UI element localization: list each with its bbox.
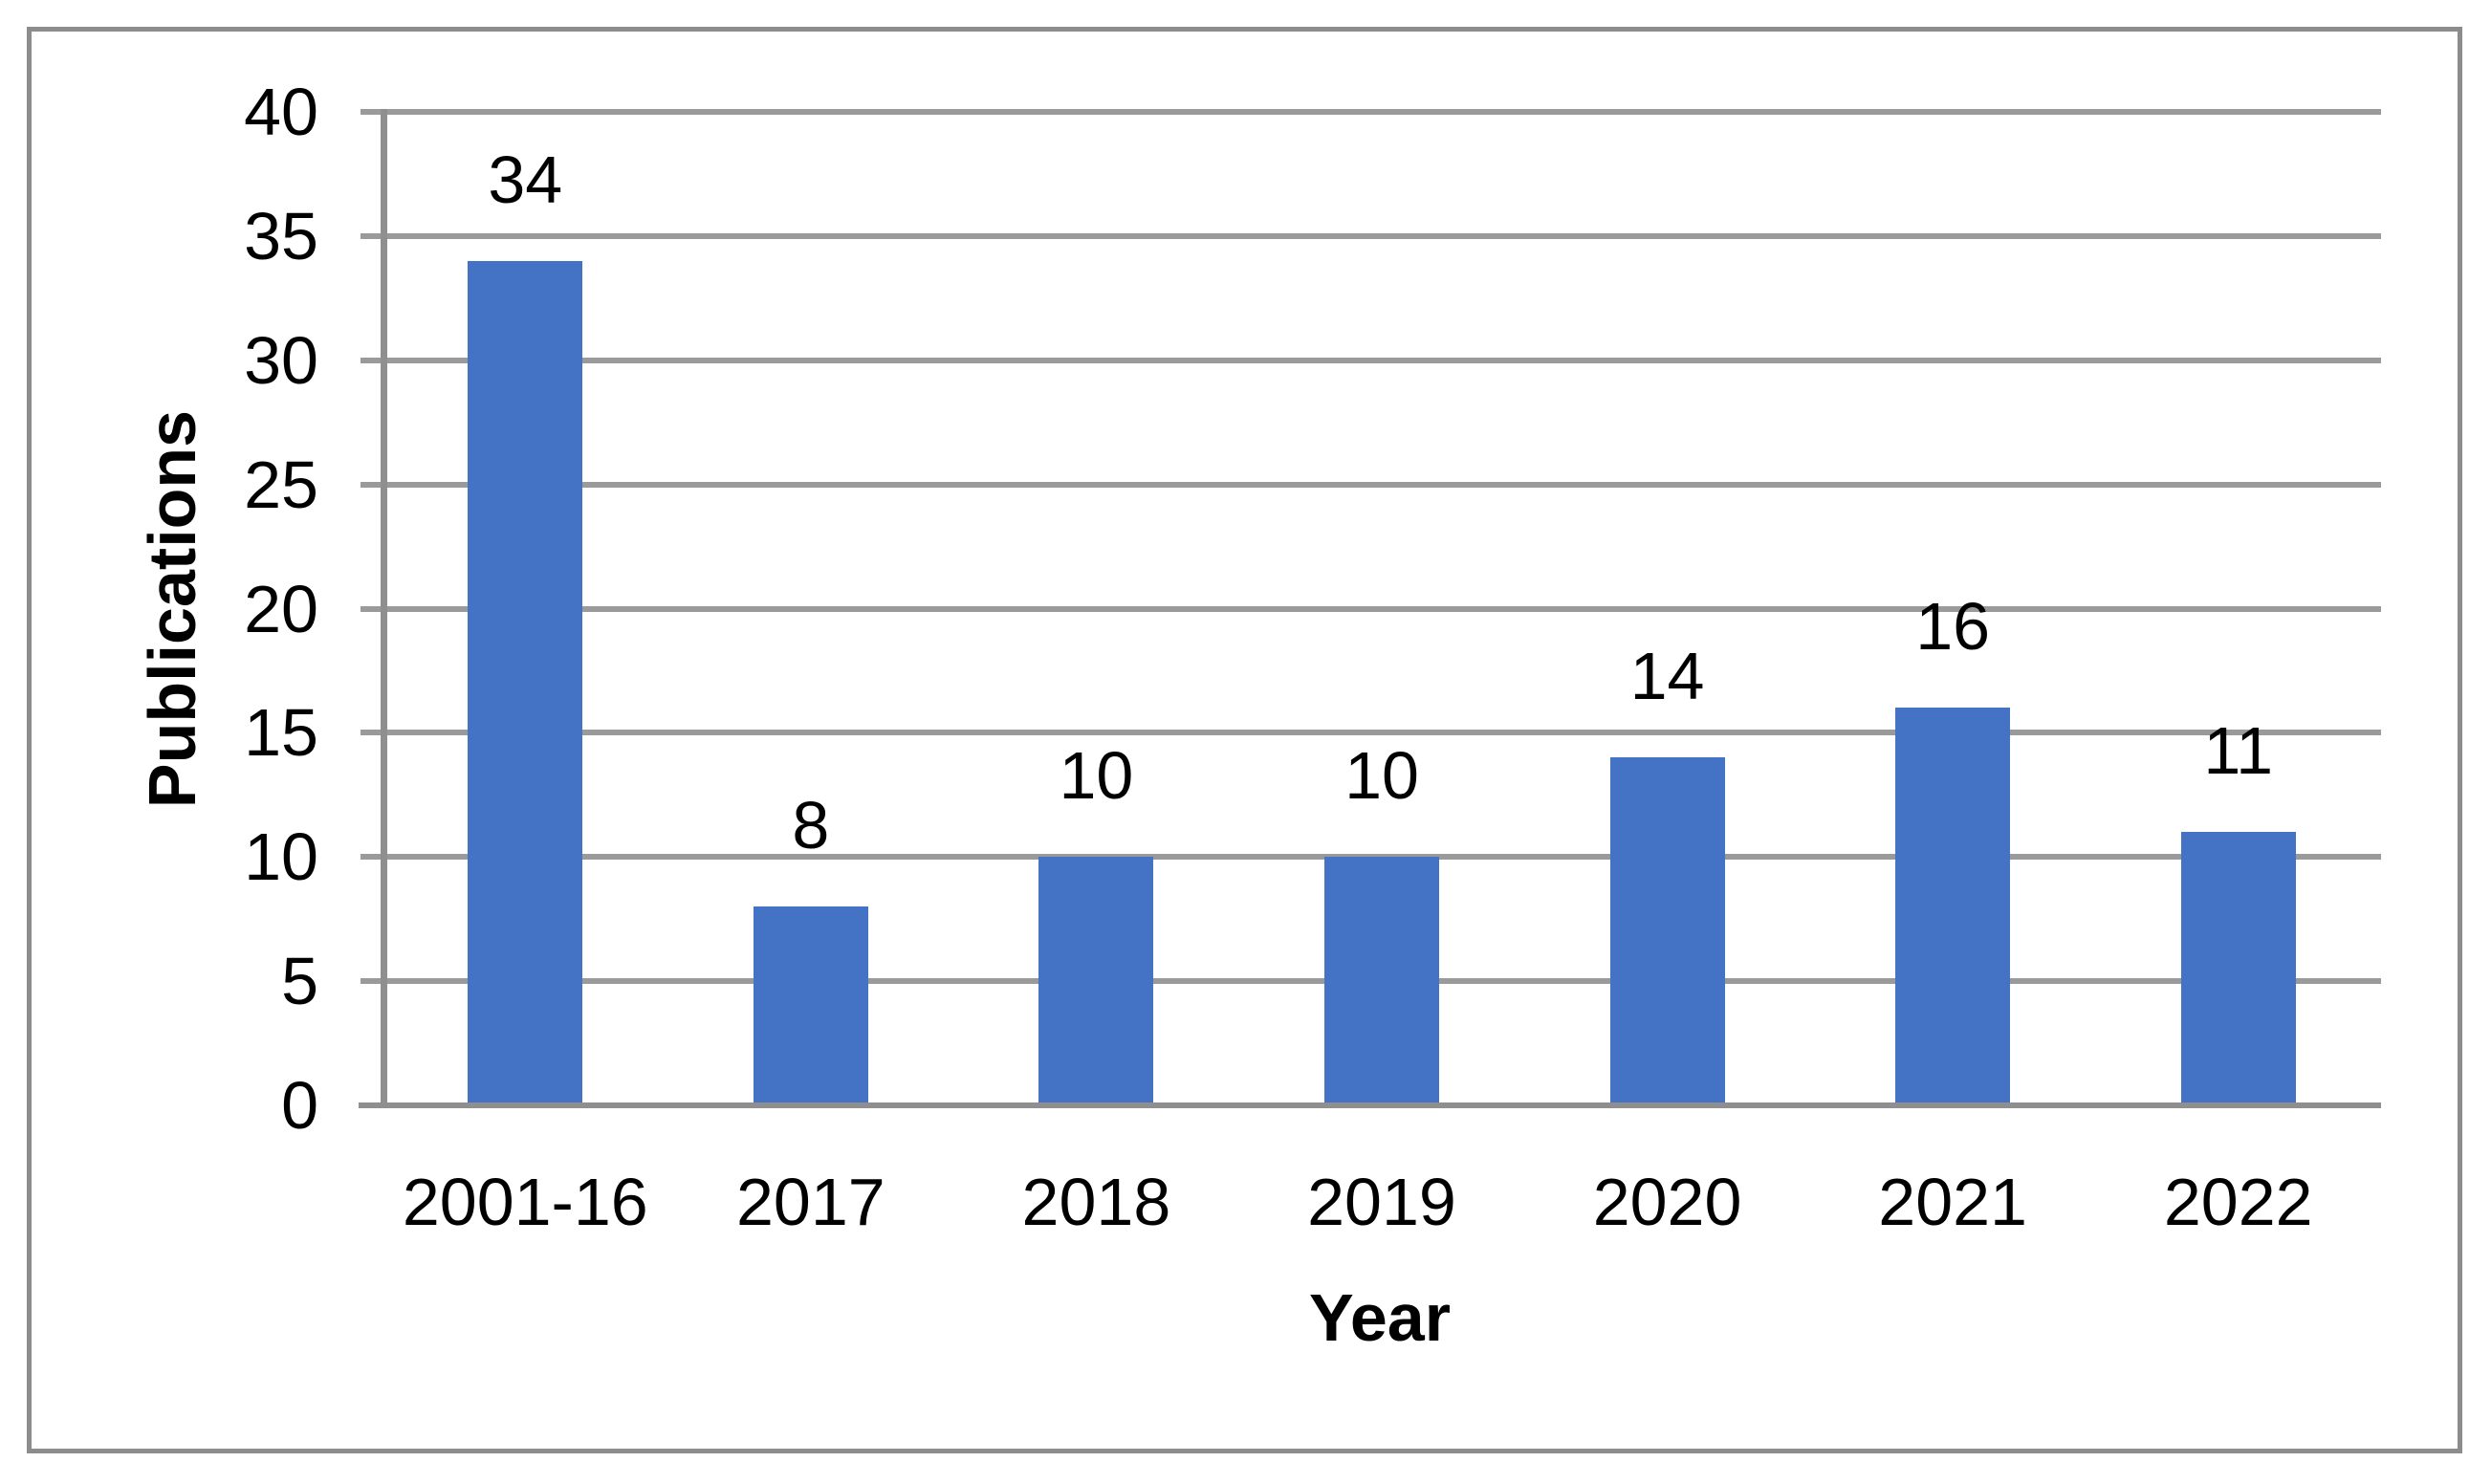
gridline-y-20 <box>361 605 2381 612</box>
bar-2022 <box>2180 832 2296 1105</box>
bar-value-label: 8 <box>792 788 830 863</box>
x-tick-label: 2022 <box>2163 1165 2313 1239</box>
bar-2021 <box>1895 708 2011 1105</box>
bar-value-label: 16 <box>1915 589 1991 665</box>
y-axis-title: Publications <box>135 409 209 809</box>
bar-2017 <box>753 906 868 1105</box>
y-tick-label: 35 <box>244 198 318 273</box>
x-axis-title: Year <box>1309 1280 1451 1355</box>
x-axis-line <box>359 1102 2381 1108</box>
figure-border <box>27 27 2462 1453</box>
x-tick-label: 2018 <box>1021 1165 1171 1239</box>
y-tick-label: 15 <box>244 695 318 771</box>
bar-value-label: 34 <box>488 142 563 217</box>
x-tick-label: 2020 <box>1592 1165 1742 1239</box>
y-tick-label: 5 <box>281 944 318 1019</box>
bar-value-label: 11 <box>2203 713 2274 789</box>
gridline-y-40 <box>361 109 2381 115</box>
bar-value-label: 10 <box>1059 738 1134 814</box>
bar-2019 <box>1324 857 1439 1105</box>
y-tick-label: 20 <box>244 571 318 646</box>
x-tick-label: 2017 <box>735 1165 885 1239</box>
bar-2020 <box>1609 757 1725 1105</box>
bar-value-label: 14 <box>1629 639 1705 714</box>
gridline-y-15 <box>361 730 2381 736</box>
x-tick-label: 2021 <box>1878 1165 2027 1239</box>
x-tick-label: 2001-16 <box>402 1165 648 1239</box>
y-tick-label: 0 <box>281 1068 318 1143</box>
x-tick-label: 2019 <box>1307 1165 1456 1239</box>
y-tick-label: 40 <box>244 75 318 149</box>
gridline-y-35 <box>361 232 2381 239</box>
gridline-y-25 <box>361 481 2381 488</box>
bar-value-label: 10 <box>1344 738 1419 814</box>
bar-2018 <box>1038 857 1154 1105</box>
y-tick-label: 30 <box>244 322 318 398</box>
y-axis-line <box>381 109 387 1108</box>
y-tick-label: 25 <box>244 447 318 522</box>
gridline-y-30 <box>361 357 2381 363</box>
y-tick-label: 10 <box>244 819 318 895</box>
bar-2001-16 <box>468 260 583 1105</box>
